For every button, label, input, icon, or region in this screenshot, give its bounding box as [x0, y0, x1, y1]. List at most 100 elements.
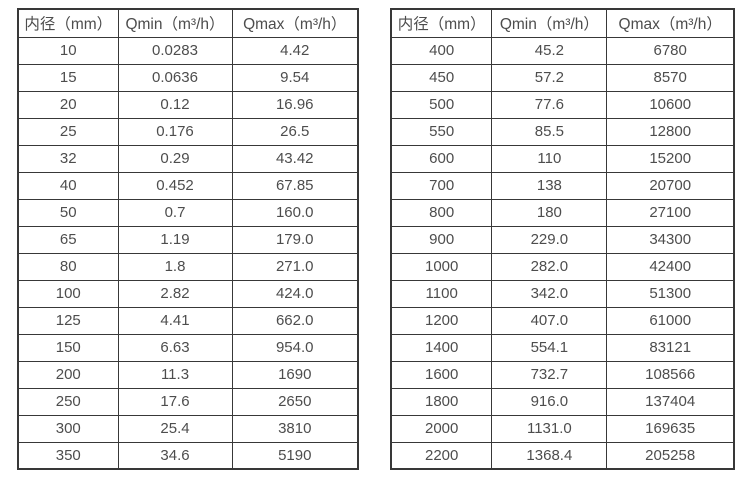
table-cell: 42400	[606, 252, 735, 281]
table-row: 2200 1368.4 205258	[390, 441, 735, 470]
col-header-qmax: Qmax（m³/h）	[231, 8, 359, 38]
table-cell: 9.54	[231, 63, 359, 92]
table-cell: 916.0	[491, 387, 608, 416]
table-row: 40 0.452 67.85	[17, 171, 359, 200]
table-cell: 900	[390, 225, 493, 254]
table-cell: 40	[17, 171, 119, 200]
table-row: 350 34.6 5190	[17, 441, 359, 470]
table-cell: 34.6	[117, 441, 233, 470]
table-cell: 662.0	[231, 306, 359, 335]
table-row: 600 110 15200	[390, 144, 735, 173]
flow-table-small-diameters: 内径（mm） Qmin（m³/h） Qmax（m³/h） 10 0.0283 4.4…	[17, 8, 359, 470]
table-cell: 554.1	[491, 333, 608, 362]
table-cell: 138	[491, 171, 608, 200]
table-row: 10 0.0283 4.42	[17, 36, 359, 65]
table-cell: 954.0	[231, 333, 359, 362]
table-cell: 205258	[606, 441, 735, 470]
table-cell: 229.0	[491, 225, 608, 254]
col-header-qmin: Qmin（m³/h）	[117, 8, 233, 38]
table-cell: 0.29	[117, 144, 233, 173]
table-cell: 1200	[390, 306, 493, 335]
table-row: 800 180 27100	[390, 198, 735, 227]
table-cell: 3810	[231, 414, 359, 443]
table-cell: 407.0	[491, 306, 608, 335]
table-cell: 2.82	[117, 279, 233, 308]
table-cell: 200	[17, 360, 119, 389]
table-row: 450 57.2 8570	[390, 63, 735, 92]
table-cell: 271.0	[231, 252, 359, 281]
table-cell: 20700	[606, 171, 735, 200]
table-cell: 1600	[390, 360, 493, 389]
table-cell: 450	[390, 63, 493, 92]
table-cell: 180	[491, 198, 608, 227]
table-row: 1800 916.0 137404	[390, 387, 735, 416]
table-cell: 65	[17, 225, 119, 254]
header-row: 内径（mm） Qmin（m³/h） Qmax（m³/h）	[390, 8, 735, 38]
header-row: 内径（mm） Qmin（m³/h） Qmax（m³/h）	[17, 8, 359, 38]
table-cell: 1000	[390, 252, 493, 281]
table-cell: 424.0	[231, 279, 359, 308]
col-header-diameter: 内径（mm）	[17, 8, 119, 38]
table-cell: 0.452	[117, 171, 233, 200]
table-row: 125 4.41 662.0	[17, 306, 359, 335]
table-row: 200 11.3 1690	[17, 360, 359, 389]
table-cell: 20	[17, 90, 119, 119]
table-cell: 25.4	[117, 414, 233, 443]
table-cell: 100	[17, 279, 119, 308]
table-cell: 179.0	[231, 225, 359, 254]
table-cell: 1.8	[117, 252, 233, 281]
table-cell: 61000	[606, 306, 735, 335]
table-cell: 80	[17, 252, 119, 281]
table-row: 1100 342.0 51300	[390, 279, 735, 308]
col-header-diameter: 内径（mm）	[390, 8, 493, 38]
table-cell: 0.7	[117, 198, 233, 227]
table-cell: 1690	[231, 360, 359, 389]
table-row: 500 77.6 10600	[390, 90, 735, 119]
table-cell: 4.42	[231, 36, 359, 65]
table-row: 50 0.7 160.0	[17, 198, 359, 227]
table-cell: 32	[17, 144, 119, 173]
table-cell: 732.7	[491, 360, 608, 389]
table-cell: 67.85	[231, 171, 359, 200]
table-cell: 17.6	[117, 387, 233, 416]
table-row: 15 0.0636 9.54	[17, 63, 359, 92]
table-row: 2000 1131.0 169635	[390, 414, 735, 443]
table-cell: 1368.4	[491, 441, 608, 470]
table-cell: 400	[390, 36, 493, 65]
table-row: 300 25.4 3810	[17, 414, 359, 443]
table-cell: 45.2	[491, 36, 608, 65]
table-row: 32 0.29 43.42	[17, 144, 359, 173]
table-cell: 0.176	[117, 117, 233, 146]
table-row: 400 45.2 6780	[390, 36, 735, 65]
table-row: 250 17.6 2650	[17, 387, 359, 416]
table-cell: 10600	[606, 90, 735, 119]
table-cell: 4.41	[117, 306, 233, 335]
table-cell: 137404	[606, 387, 735, 416]
table-cell: 108566	[606, 360, 735, 389]
table-cell: 0.0283	[117, 36, 233, 65]
table-cell: 1100	[390, 279, 493, 308]
table-cell: 160.0	[231, 198, 359, 227]
col-header-qmax: Qmax（m³/h）	[606, 8, 735, 38]
table-cell: 150	[17, 333, 119, 362]
table-cell: 550	[390, 117, 493, 146]
table-cell: 10	[17, 36, 119, 65]
table-row: 65 1.19 179.0	[17, 225, 359, 254]
table-row: 900 229.0 34300	[390, 225, 735, 254]
table-cell: 12800	[606, 117, 735, 146]
table-cell: 16.96	[231, 90, 359, 119]
table-cell: 282.0	[491, 252, 608, 281]
table-cell: 5190	[231, 441, 359, 470]
table-cell: 50	[17, 198, 119, 227]
table-cell: 342.0	[491, 279, 608, 308]
table-row: 700 138 20700	[390, 171, 735, 200]
table-cell: 1131.0	[491, 414, 608, 443]
table-row: 25 0.176 26.5	[17, 117, 359, 146]
table-row: 550 85.5 12800	[390, 117, 735, 146]
table-cell: 25	[17, 117, 119, 146]
col-header-qmin: Qmin（m³/h）	[491, 8, 608, 38]
table-cell: 1.19	[117, 225, 233, 254]
table-cell: 11.3	[117, 360, 233, 389]
table-cell: 300	[17, 414, 119, 443]
